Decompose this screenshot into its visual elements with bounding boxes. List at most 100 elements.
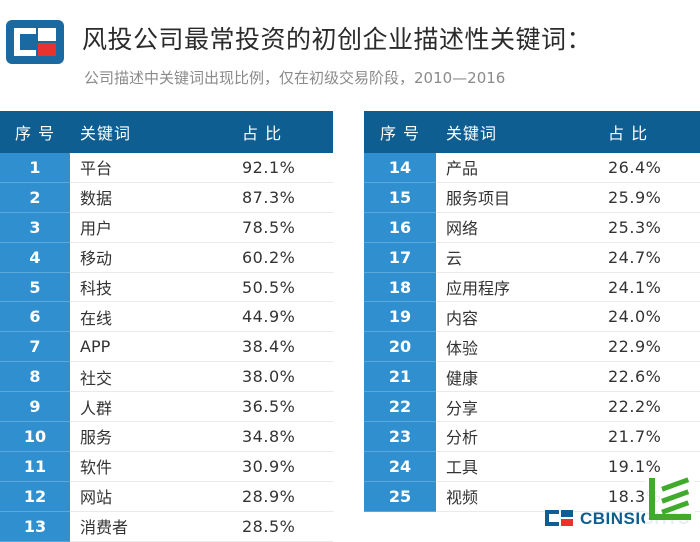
- row-rank: 6: [0, 301, 70, 333]
- row-rank: 14: [364, 153, 436, 183]
- row-percent: 87.3%: [220, 182, 333, 213]
- row-rank: 19: [364, 301, 436, 333]
- table-row: 14 产品 26.4%: [364, 153, 700, 183]
- row-keyword: 用户: [70, 212, 220, 243]
- table-body-right: 14 产品 26.4% 15 服务项目 25.9% 16 网络 25.3% 17 云 24.7% 18 应…: [364, 153, 700, 512]
- row-rank: 13: [0, 511, 70, 542]
- row-percent: 92.1%: [220, 153, 333, 183]
- row-keyword: 数据: [70, 182, 220, 213]
- row-rank: 16: [364, 212, 436, 243]
- column-header-percent: 占 比: [586, 111, 700, 153]
- row-percent: 28.5%: [220, 511, 333, 542]
- row-keyword: 内容: [436, 301, 586, 333]
- row-rank: 12: [0, 481, 70, 512]
- row-rank: 8: [0, 361, 70, 393]
- row-percent: 25.3%: [586, 212, 700, 243]
- row-percent: 44.9%: [220, 301, 333, 333]
- row-percent: 60.2%: [220, 242, 333, 273]
- row-keyword: 软件: [70, 451, 220, 482]
- row-percent: 22.9%: [586, 331, 700, 363]
- row-rank: 5: [0, 272, 70, 303]
- row-percent: 50.5%: [220, 272, 333, 303]
- row-percent: 24.7%: [586, 242, 700, 273]
- table-row: 10 服务 34.8%: [0, 421, 333, 452]
- table-row: 6 在线 44.9%: [0, 301, 333, 333]
- row-rank: 23: [364, 421, 436, 452]
- table-row: 3 用户 78.5%: [0, 212, 333, 243]
- row-keyword: 社交: [70, 361, 220, 393]
- table-body-left: 1 平台 92.1% 2 数据 87.3% 3 用户 78.5% 4 移动 60.2% 5 科技 50.5%…: [0, 153, 333, 542]
- table-row: 20 体验 22.9%: [364, 331, 700, 363]
- table-row: 21 健康 22.6%: [364, 361, 700, 393]
- table-header-row: 序 号 关键词 占 比: [0, 111, 333, 153]
- row-percent: 22.6%: [586, 361, 700, 393]
- row-percent: 24.0%: [586, 301, 700, 333]
- row-rank: 11: [0, 451, 70, 482]
- column-header-rank: 序 号: [0, 111, 70, 153]
- row-keyword: 产品: [436, 153, 586, 183]
- row-keyword: 网络: [436, 212, 586, 243]
- table-row: 1 平台 92.1%: [0, 153, 333, 183]
- table-row: 23 分析 21.7%: [364, 421, 700, 452]
- column-header-rank: 序 号: [364, 111, 436, 153]
- row-keyword: 工具: [436, 451, 586, 482]
- table-row: 2 数据 87.3%: [0, 182, 333, 213]
- table-row: 19 内容 24.0%: [364, 301, 700, 333]
- row-rank: 17: [364, 242, 436, 273]
- row-rank: 7: [0, 331, 70, 363]
- table-row: 15 服务项目 25.9%: [364, 182, 700, 213]
- table-row: 24 工具 19.1%: [364, 451, 700, 482]
- table-row: 13 消费者 28.5%: [0, 511, 333, 542]
- row-rank: 21: [364, 361, 436, 393]
- row-rank: 20: [364, 331, 436, 363]
- row-percent: 34.8%: [220, 421, 333, 452]
- keyword-table-right: 序 号 关键词 占 比 14 产品 26.4% 15 服务项目 25.9% 16 网络 25.3…: [364, 111, 700, 512]
- row-keyword: 分享: [436, 391, 586, 423]
- row-percent: 36.5%: [220, 391, 333, 423]
- cb-insights-small-logo-icon: [545, 510, 573, 526]
- row-keyword: 视频: [436, 481, 586, 512]
- row-keyword: 云: [436, 242, 586, 273]
- table-row: 9 人群 36.5%: [0, 391, 333, 423]
- page-title: 风投公司最常投资的初创企业描述性关键词：: [82, 25, 593, 54]
- table-row: 18 应用程序 24.1%: [364, 272, 700, 303]
- row-keyword: 在线: [70, 301, 220, 333]
- row-rank: 25: [364, 481, 436, 512]
- column-header-keyword: 关键词: [436, 111, 586, 153]
- row-rank: 3: [0, 212, 70, 243]
- row-keyword: 分析: [436, 421, 586, 452]
- row-keyword: APP: [70, 331, 220, 363]
- row-keyword: 服务: [70, 421, 220, 452]
- table-row: 16 网络 25.3%: [364, 212, 700, 243]
- row-rank: 2: [0, 182, 70, 213]
- row-percent: 30.9%: [220, 451, 333, 482]
- row-keyword: 移动: [70, 242, 220, 273]
- table-header-row: 序 号 关键词 占 比: [364, 111, 700, 153]
- row-keyword: 应用程序: [436, 272, 586, 303]
- table-row: 8 社交 38.0%: [0, 361, 333, 393]
- column-header-keyword: 关键词: [70, 111, 220, 153]
- table-row: 11 软件 30.9%: [0, 451, 333, 482]
- row-rank: 15: [364, 182, 436, 213]
- row-percent: 24.1%: [586, 272, 700, 303]
- row-percent: 22.2%: [586, 391, 700, 423]
- row-keyword: 网站: [70, 481, 220, 512]
- row-rank: 4: [0, 242, 70, 273]
- row-percent: 28.9%: [220, 481, 333, 512]
- row-rank: 18: [364, 272, 436, 303]
- row-keyword: 健康: [436, 361, 586, 393]
- row-percent: 25.9%: [586, 182, 700, 213]
- table-row: 4 移动 60.2%: [0, 242, 333, 273]
- table-row: 25 视频 18.3%: [364, 481, 700, 512]
- row-percent: 21.7%: [586, 421, 700, 452]
- keyword-table-left: 序 号 关键词 占 比 1 平台 92.1% 2 数据 87.3% 3 用户 78.5% 4 移动 6…: [0, 111, 333, 542]
- row-keyword: 消费者: [70, 511, 220, 542]
- row-keyword: 体验: [436, 331, 586, 363]
- row-rank: 1: [0, 153, 70, 183]
- row-rank: 10: [0, 421, 70, 452]
- row-percent: 26.4%: [586, 153, 700, 183]
- watermark-logo-icon: [645, 474, 695, 524]
- row-rank: 22: [364, 391, 436, 423]
- row-percent: 38.4%: [220, 331, 333, 363]
- row-rank: 24: [364, 451, 436, 482]
